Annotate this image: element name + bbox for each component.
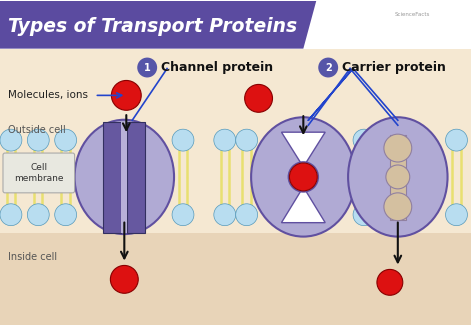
Circle shape — [384, 134, 412, 162]
Ellipse shape — [74, 120, 174, 234]
Circle shape — [377, 269, 403, 295]
Circle shape — [384, 193, 412, 221]
Circle shape — [55, 204, 77, 226]
Text: Inside cell: Inside cell — [8, 252, 57, 262]
Circle shape — [214, 204, 236, 226]
Circle shape — [0, 204, 22, 226]
Bar — [128, 122, 145, 233]
Polygon shape — [282, 132, 325, 167]
Circle shape — [172, 129, 194, 151]
Ellipse shape — [251, 117, 356, 237]
Bar — [0, 49, 472, 325]
Text: Molecules, ions: Molecules, ions — [8, 90, 88, 100]
Circle shape — [55, 129, 77, 151]
Circle shape — [236, 129, 257, 151]
Polygon shape — [282, 187, 325, 223]
Ellipse shape — [348, 117, 447, 237]
Circle shape — [137, 58, 157, 78]
Circle shape — [172, 204, 194, 226]
Text: Outside cell: Outside cell — [8, 125, 66, 135]
Text: Channel protein: Channel protein — [161, 61, 273, 74]
Polygon shape — [0, 1, 316, 49]
Circle shape — [446, 129, 467, 151]
Text: 1: 1 — [144, 63, 151, 72]
Text: Carrier protein: Carrier protein — [342, 61, 446, 74]
Circle shape — [245, 84, 273, 112]
Bar — [390, 135, 406, 220]
Bar — [0, 233, 472, 325]
Circle shape — [0, 129, 22, 151]
Bar — [121, 122, 128, 233]
Text: ScienceFacts: ScienceFacts — [395, 12, 430, 17]
Circle shape — [110, 265, 138, 293]
Text: 2: 2 — [325, 63, 332, 72]
Circle shape — [353, 129, 375, 151]
Circle shape — [236, 204, 257, 226]
Circle shape — [290, 163, 317, 191]
Text: Types of Transport Proteins: Types of Transport Proteins — [8, 17, 297, 36]
Circle shape — [111, 81, 141, 110]
Circle shape — [318, 58, 338, 78]
Ellipse shape — [288, 162, 318, 192]
FancyBboxPatch shape — [3, 153, 74, 193]
Circle shape — [27, 204, 49, 226]
Circle shape — [353, 204, 375, 226]
Circle shape — [27, 129, 49, 151]
Text: Cell
membrane: Cell membrane — [14, 163, 64, 183]
Circle shape — [386, 165, 410, 189]
Circle shape — [446, 204, 467, 226]
Circle shape — [214, 129, 236, 151]
Bar — [103, 122, 121, 233]
